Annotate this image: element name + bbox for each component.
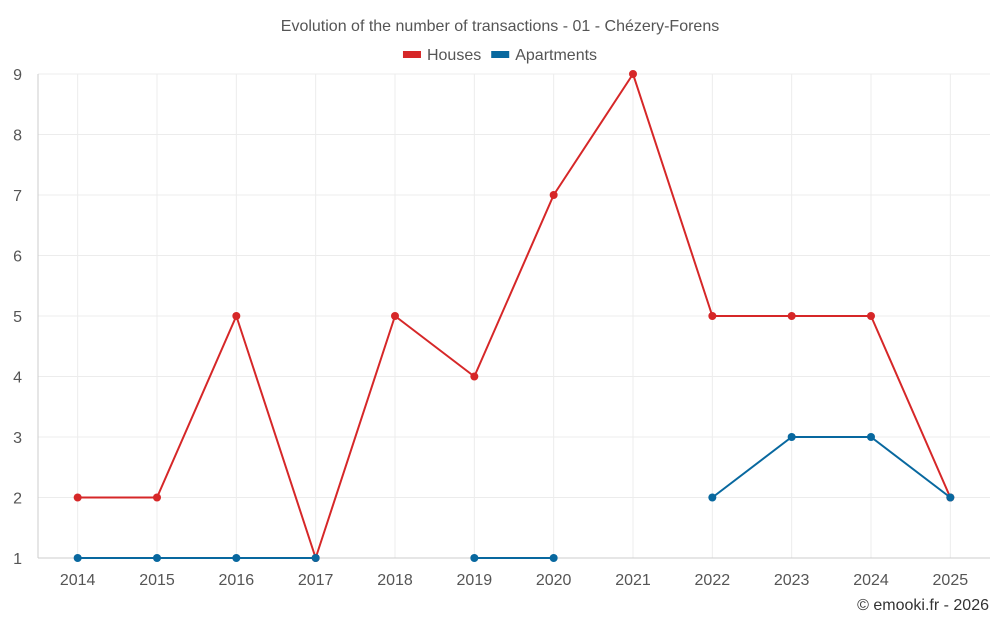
- x-tick-label: 2018: [377, 572, 413, 589]
- y-tick-label: 6: [13, 249, 22, 266]
- data-point-houses-2023[interactable]: [787, 312, 796, 320]
- data-point-houses-2020[interactable]: [549, 191, 558, 199]
- x-tick-label: 2024: [853, 572, 889, 589]
- y-tick-label: 7: [13, 188, 22, 205]
- data-point-apartments-2020[interactable]: [549, 554, 558, 562]
- legend-swatch: [491, 51, 510, 58]
- data-point-apartments-2015[interactable]: [153, 554, 161, 562]
- series-group: [73, 70, 955, 562]
- x-axis: 2014 2015 2016 2017 2018 2019 2020 2021 2022 2023…: [60, 572, 968, 589]
- legend: Houses Apartments: [402, 47, 597, 64]
- series-line-houses: [77, 73, 952, 559]
- series-line-apartments: [711, 436, 951, 499]
- x-tick-label: 2021: [615, 572, 651, 589]
- legend-item-houses[interactable]: Houses: [402, 47, 481, 64]
- y-axis: 1 2 3 4 5 6 7 8 9: [13, 67, 22, 568]
- data-point-houses-2014[interactable]: [73, 493, 82, 502]
- y-tick-label: 8: [13, 128, 22, 145]
- data-point-houses-2016[interactable]: [232, 312, 241, 320]
- x-tick-label: 2016: [219, 572, 255, 589]
- data-point-apartments-2022[interactable]: [708, 493, 717, 502]
- data-point-apartments-2023[interactable]: [787, 433, 796, 441]
- x-tick-label: 2023: [774, 572, 810, 589]
- data-point-apartments-2014[interactable]: [73, 554, 82, 562]
- series-apartments: [73, 433, 955, 562]
- chart-title: Evolution of the number of transactions …: [281, 18, 719, 35]
- data-point-apartments-2024[interactable]: [867, 433, 875, 441]
- x-tick-label: 2014: [60, 572, 96, 589]
- legend-swatch: [402, 51, 421, 58]
- legend-label: Apartments: [515, 47, 597, 64]
- data-point-houses-2015[interactable]: [153, 493, 161, 502]
- y-tick-label: 1: [13, 551, 22, 568]
- x-tick-label: 2022: [695, 572, 731, 589]
- data-point-houses-2019[interactable]: [470, 372, 479, 381]
- data-point-apartments-2017[interactable]: [311, 554, 320, 562]
- x-tick-label: 2020: [536, 572, 572, 589]
- legend-label: Houses: [427, 47, 481, 64]
- x-tick-label: 2019: [457, 572, 493, 589]
- data-point-houses-2018[interactable]: [391, 312, 399, 320]
- y-tick-label: 4: [13, 370, 22, 387]
- data-point-apartments-2025[interactable]: [946, 493, 955, 502]
- legend-item-apartments[interactable]: Apartments: [491, 47, 597, 64]
- y-tick-label: 5: [13, 309, 22, 326]
- data-point-apartments-2016[interactable]: [232, 554, 241, 562]
- x-tick-label: 2015: [139, 572, 175, 589]
- y-tick-label: 2: [13, 491, 22, 508]
- data-point-houses-2021[interactable]: [629, 70, 637, 78]
- y-tick-label: 3: [13, 430, 22, 447]
- credit-text: © emooki.fr - 2026: [857, 597, 989, 614]
- y-tick-label: 9: [13, 67, 22, 84]
- data-point-houses-2024[interactable]: [867, 312, 875, 320]
- data-point-apartments-2019[interactable]: [470, 554, 479, 562]
- x-tick-label: 2025: [933, 572, 969, 589]
- x-tick-label: 2017: [298, 572, 334, 589]
- data-point-houses-2022[interactable]: [708, 312, 717, 320]
